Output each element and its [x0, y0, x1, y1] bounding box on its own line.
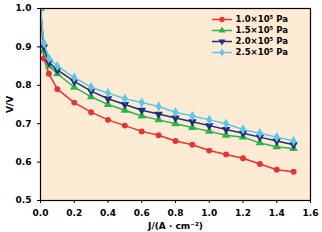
html-text:1.5×10⁵ Pa: 1.5×10⁵ Pa [235, 25, 288, 35]
svg-text:1.6: 1.6 [303, 208, 319, 218]
html-text:1.0×10⁵ Pa: 1.0×10⁵ Pa [235, 14, 288, 24]
svg-text:0.4: 0.4 [100, 208, 116, 218]
svg-text:0.8: 0.8 [168, 208, 184, 218]
svg-text:0.2: 0.2 [66, 208, 82, 218]
svg-text:1.0: 1.0 [201, 208, 217, 218]
svg-text:1.2: 1.2 [235, 208, 251, 218]
svg-text:J/(A · cm⁻²): J/(A · cm⁻²) [147, 221, 203, 231]
svg-text:0.6: 0.6 [16, 157, 32, 167]
svg-text:0.8: 0.8 [16, 80, 32, 90]
svg-text:V/V: V/V [5, 96, 15, 113]
svg-text:0.9: 0.9 [16, 42, 32, 52]
svg-text:0.6: 0.6 [134, 208, 150, 218]
svg-text:0.0: 0.0 [33, 208, 49, 218]
svg-text:0.5: 0.5 [16, 195, 32, 205]
svg-text:1.4: 1.4 [269, 208, 285, 218]
html-text:2.5×10⁵ Pa: 2.5×10⁵ Pa [235, 47, 288, 57]
svg-text:0.7: 0.7 [16, 119, 32, 129]
html-text:2.0×10⁵ Pa: 2.0×10⁵ Pa [235, 36, 288, 46]
svg-text:1.0: 1.0 [16, 3, 32, 13]
